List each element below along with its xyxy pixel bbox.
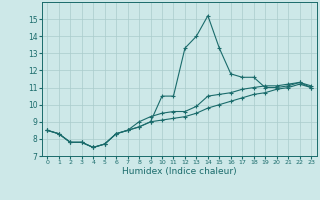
X-axis label: Humidex (Indice chaleur): Humidex (Indice chaleur) bbox=[122, 167, 236, 176]
